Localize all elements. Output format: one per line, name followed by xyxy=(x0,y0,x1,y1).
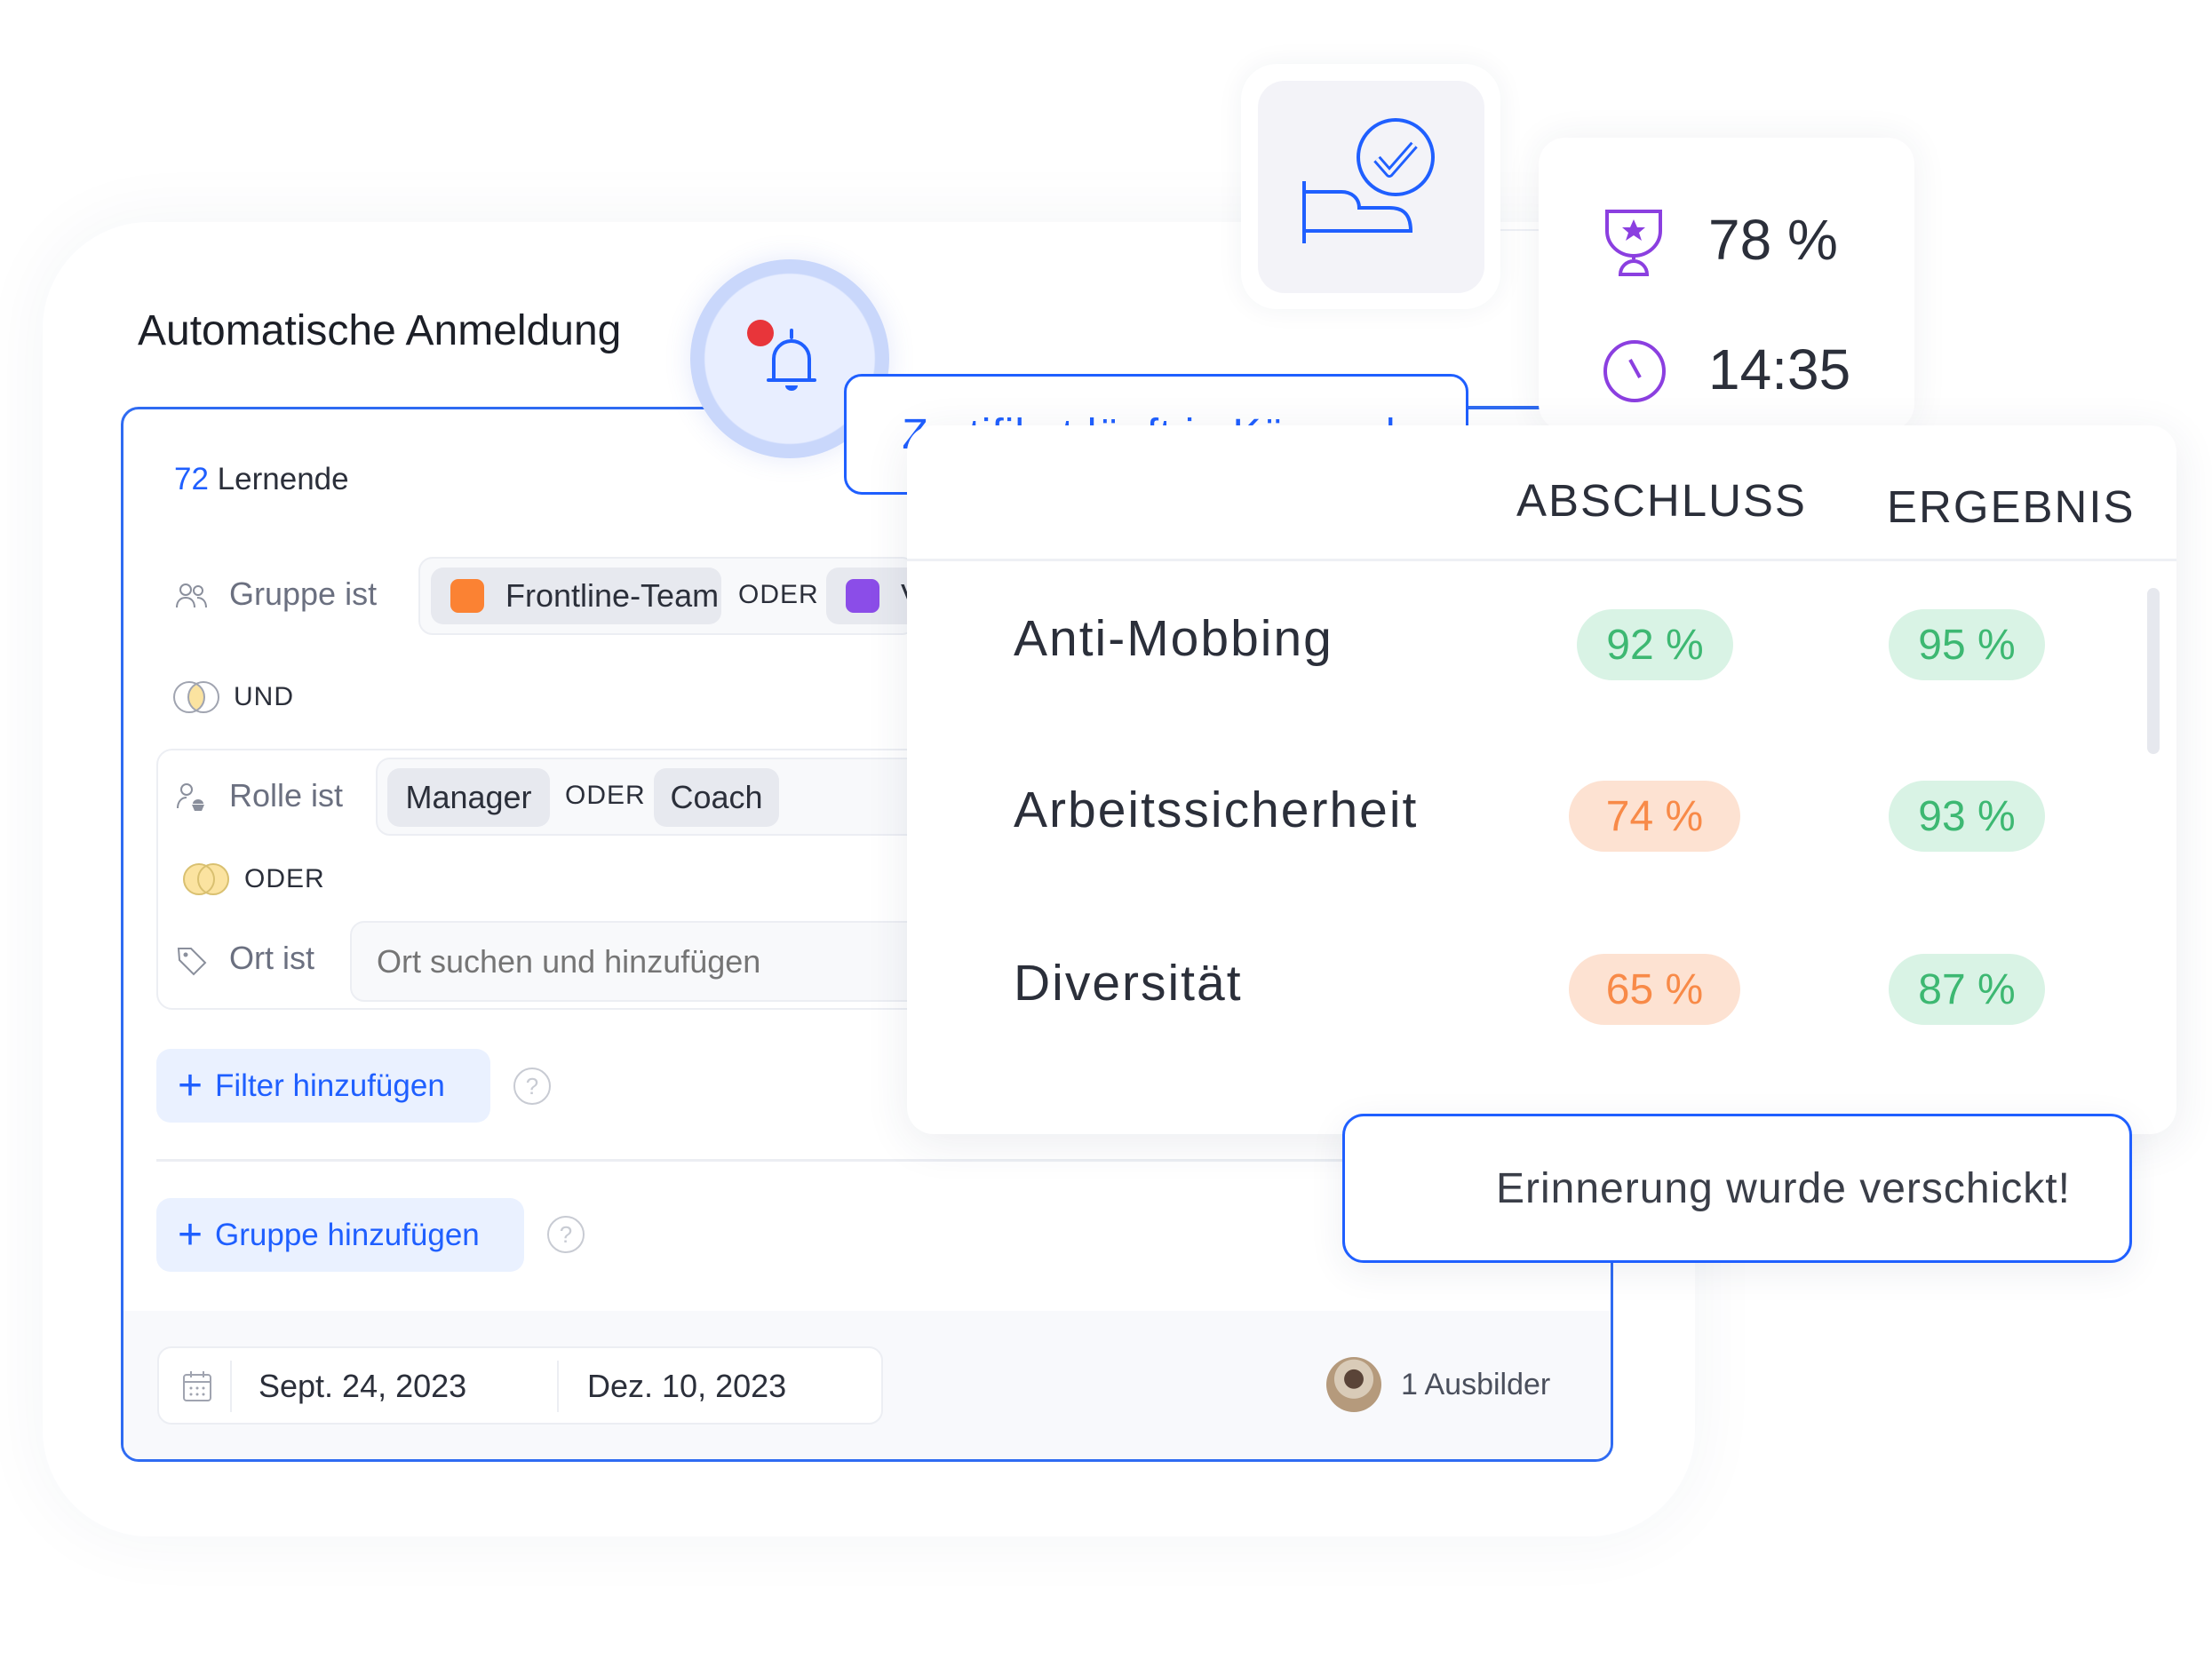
divider xyxy=(557,1361,559,1412)
start-date[interactable]: Sept. 24, 2023 xyxy=(259,1368,467,1404)
plus-icon: + xyxy=(178,1061,203,1109)
tag-icon xyxy=(177,948,207,976)
add-group-button[interactable]: + Gruppe hinzufügen xyxy=(156,1198,524,1272)
reminder-sent-toast: Erinnerung wurde verschickt! xyxy=(1342,1114,2132,1263)
bell-icon xyxy=(767,329,816,391)
results-table: ABSCHLUSS ERGEBNIS Anti-Mobbing 92 % 95 % A… xyxy=(907,425,2176,1134)
group-filter-label: Gruppe ist xyxy=(229,575,378,612)
course-name: Arbeitssicherheit xyxy=(1014,782,1419,838)
button-label: Filter hinzufügen xyxy=(215,1068,445,1103)
group-chip-field[interactable]: Frontline-Team ODER V xyxy=(418,557,1004,635)
and-operator: UND xyxy=(234,682,294,711)
add-filter-button[interactable]: + Filter hinzufügen xyxy=(156,1049,490,1123)
hand-check-icon xyxy=(1302,118,1435,243)
result-badge: 87 % xyxy=(1889,954,2045,1025)
operator-label: ODER xyxy=(738,580,819,609)
completion-badge: 92 % xyxy=(1577,609,1733,680)
calendar-icon xyxy=(183,1371,211,1401)
chip-label: Frontline-Team xyxy=(505,577,720,614)
help-icon[interactable]: ? xyxy=(547,1216,585,1253)
divider xyxy=(156,1159,1347,1162)
result-badge: 93 % xyxy=(1889,781,2045,852)
page-title: Automatische Anmeldung xyxy=(138,307,622,354)
learner-number: 72 xyxy=(174,462,209,496)
header-divider xyxy=(907,559,2176,561)
role-chip-field[interactable]: Manager ODER Coach xyxy=(376,758,998,836)
course-name: Diversität xyxy=(1014,955,1243,1012)
color-swatch xyxy=(846,579,879,613)
stats-card: 78 % 14:35 xyxy=(1539,138,1914,431)
role-chip-manager[interactable]: Manager xyxy=(387,768,550,827)
location-filter-label: Ort ist xyxy=(229,940,314,976)
column-header-result[interactable]: ERGEBNIS xyxy=(1887,481,2136,532)
completion-badge: 74 % xyxy=(1569,781,1740,852)
role-icon xyxy=(177,783,204,811)
time-value: 14:35 xyxy=(1708,337,1851,401)
plus-icon: + xyxy=(178,1211,203,1258)
learner-count: 72 Lernende xyxy=(174,462,349,497)
location-search-input[interactable] xyxy=(350,921,972,1002)
clock-icon xyxy=(1603,340,1666,402)
completion-badge: 65 % xyxy=(1569,954,1740,1025)
group-icon xyxy=(176,583,207,608)
role-chip-coach[interactable]: Coach xyxy=(654,768,779,827)
group-chip-frontline[interactable]: Frontline-Team xyxy=(431,568,721,624)
color-swatch xyxy=(450,579,484,613)
trophy-icon xyxy=(1605,210,1662,276)
help-icon[interactable]: ? xyxy=(513,1068,551,1105)
union-icon xyxy=(183,863,229,895)
score-value: 78 % xyxy=(1708,208,1838,272)
scrollbar[interactable] xyxy=(2147,588,2160,754)
operator-label: ODER xyxy=(565,781,646,810)
or-operator: ODER xyxy=(244,864,325,893)
trainer-avatar[interactable] xyxy=(1326,1357,1381,1412)
trainer-count[interactable]: 1 Ausbilder xyxy=(1401,1368,1551,1401)
end-date[interactable]: Dez. 10, 2023 xyxy=(587,1368,787,1404)
divider xyxy=(230,1361,232,1412)
button-label: Gruppe hinzufügen xyxy=(215,1217,480,1252)
role-filter-label: Rolle ist xyxy=(229,777,344,814)
completion-icon-card xyxy=(1241,64,1500,309)
result-badge: 95 % xyxy=(1889,609,2045,680)
unread-badge xyxy=(747,320,774,346)
learner-label: Lernende xyxy=(217,462,349,496)
icon-tile xyxy=(1258,81,1484,293)
course-name: Anti-Mobbing xyxy=(1014,610,1333,667)
connector-line xyxy=(1500,229,1540,231)
column-header-completion[interactable]: ABSCHLUSS xyxy=(1516,475,1807,526)
intersection-icon xyxy=(173,681,219,713)
date-range-picker[interactable]: Sept. 24, 2023 Dez. 10, 2023 xyxy=(157,1346,883,1425)
